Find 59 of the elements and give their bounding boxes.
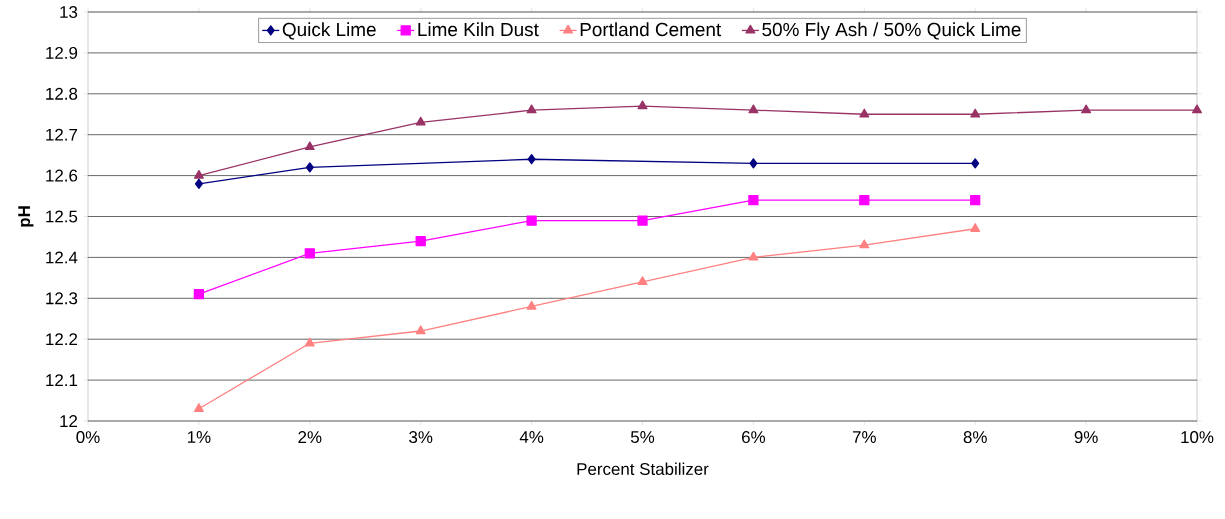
point — [526, 300, 537, 310]
y-tick-label: 12.9 — [46, 46, 78, 59]
y-tick-label: 12.2 — [46, 333, 78, 346]
x-tick-label: 10% — [1181, 431, 1214, 444]
y-tick-label: 12.3 — [46, 292, 78, 305]
point — [859, 108, 870, 118]
x-tick-label: 3% — [409, 431, 433, 444]
y-tick-label: 12.7 — [46, 128, 78, 141]
point — [970, 194, 981, 206]
point — [748, 194, 759, 206]
point — [305, 162, 314, 173]
point — [1081, 104, 1092, 114]
y-tick-label: 12.6 — [46, 169, 78, 182]
x-tick-label: 1% — [187, 431, 211, 443]
point — [415, 235, 426, 247]
point — [748, 104, 759, 114]
x-tick-label: 0% — [76, 431, 100, 444]
point — [304, 337, 315, 347]
point — [971, 158, 980, 169]
point — [415, 325, 426, 335]
x-tick-label: 4% — [519, 431, 544, 443]
point — [859, 194, 870, 206]
x-tick-label: 9% — [1074, 431, 1098, 444]
point — [304, 248, 315, 259]
point — [193, 169, 204, 179]
y-tick-label: 12.5 — [46, 210, 78, 223]
point — [859, 239, 870, 249]
y-axis-title: pH — [18, 206, 34, 227]
x-axis-title: Percent Stabilizer — [577, 462, 709, 476]
legend-label: Lime Kiln Dust — [418, 22, 539, 37]
point — [526, 215, 537, 226]
point — [193, 403, 204, 412]
y-tick-label: 12.1 — [46, 374, 78, 387]
point — [637, 215, 648, 226]
point — [637, 100, 648, 110]
point — [527, 154, 536, 165]
point — [193, 289, 205, 300]
point — [970, 223, 981, 232]
x-tick-label: 6% — [742, 431, 766, 444]
point — [970, 108, 981, 118]
point — [748, 251, 759, 261]
legend-label: Quick Lime — [282, 22, 376, 40]
y-tick-label: 13 — [60, 6, 78, 18]
legend-label: 50% Fly Ash / 50% Quick Lime — [762, 22, 1021, 40]
y-tick-label: 12.4 — [46, 251, 78, 264]
y-tick-label: 12 — [60, 415, 78, 427]
point — [749, 158, 758, 169]
x-tick-label: 7% — [852, 431, 876, 443]
point — [526, 104, 537, 114]
point — [304, 141, 315, 151]
point — [637, 276, 648, 286]
x-tick-label: 2% — [298, 431, 322, 444]
x-tick-label: 5% — [630, 431, 655, 444]
point — [194, 178, 203, 189]
point — [415, 116, 426, 126]
x-tick-label: 8% — [963, 431, 987, 444]
y-tick-label: 12.8 — [46, 87, 78, 100]
legend-label: Portland Cement — [580, 22, 722, 37]
point — [1192, 104, 1202, 114]
